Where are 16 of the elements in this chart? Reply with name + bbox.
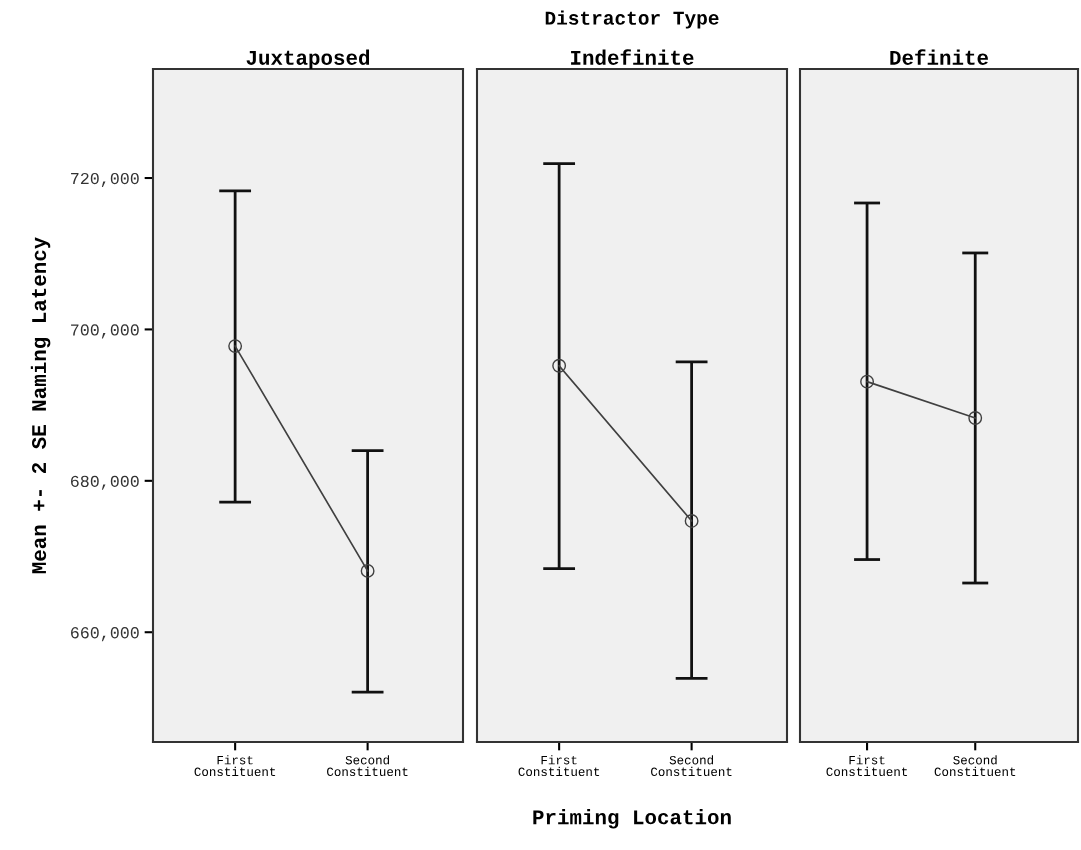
y-tick-label: 660,000 <box>71 627 139 642</box>
y-tick-label: 680,000 <box>71 475 139 490</box>
y-tick-label: 700,000 <box>71 324 139 339</box>
chart-subtitle: Distractor Type <box>545 10 719 29</box>
chart-title: Indefinite <box>571 49 694 65</box>
x-tick-label: First Constituent <box>194 755 276 777</box>
y-tick-label: 720,000 <box>71 172 139 187</box>
x-tick-label: Second Constituent <box>934 755 1016 777</box>
chart-title: Definite <box>890 49 988 65</box>
y-axis-title: Mean +- 2 SE Naming Latency <box>30 237 51 574</box>
x-tick-label: Second Constituent <box>651 755 732 777</box>
x-tick-label: First Constituent <box>518 755 600 777</box>
x-tick-label: First Constituent <box>826 755 908 777</box>
x-tick-label: Second Constituent <box>327 755 408 777</box>
chart-title: Juxtaposed <box>246 49 370 69</box>
x-axis-title: Priming Location <box>533 809 731 829</box>
